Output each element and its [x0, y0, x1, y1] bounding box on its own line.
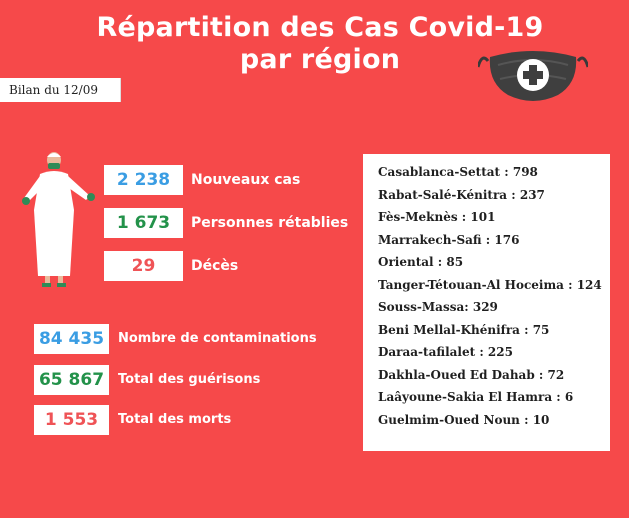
- doctor-illustration-icon: [22, 152, 95, 287]
- total-contaminations-label: Nombre de contaminations: [118, 331, 317, 346]
- list-item: Oriental : 85: [378, 255, 464, 269]
- date-badge: Bilan du 12/09: [0, 78, 121, 102]
- list-item: Souss-Massa: 329: [378, 300, 498, 314]
- new-cases-value: 2 238: [104, 165, 183, 195]
- total-contaminations-value: 84 435: [34, 324, 109, 354]
- list-item: Guelmim-Oued Noun : 10: [378, 412, 550, 427]
- list-item: Daraa-tafilalet : 225: [378, 345, 513, 359]
- list-item: Dakhla-Oued Ed Dahab : 72: [378, 367, 565, 382]
- deaths-value: 29: [104, 251, 183, 281]
- total-deaths-value: 1 553: [34, 405, 109, 435]
- list-item: Beni Mellal-Khénifra : 75: [378, 322, 550, 337]
- new-cases-label: Nouveaux cas: [191, 172, 301, 188]
- list-item: Rabat-Salé-Kénitra : 237: [378, 187, 545, 202]
- face-mask-medical-cross-icon: [478, 51, 588, 101]
- list-item: Casablanca-Settat : 798: [378, 165, 538, 179]
- title-line-2: par région: [239, 44, 401, 75]
- list-item: Tanger-Tétouan-Al Hoceima : 124: [378, 277, 602, 292]
- list-item: Marrakech-Safi : 176: [378, 232, 520, 247]
- total-recoveries-value: 65 867: [34, 365, 109, 395]
- regions-list: Casablanca-Settat : 798 Rabat-Salé-Kénit…: [363, 154, 610, 451]
- total-deaths-label: Total des morts: [118, 412, 232, 427]
- recovered-value: 1 673: [104, 208, 183, 238]
- list-item: Laâyoune-Sakia El Hamra : 6: [378, 390, 574, 404]
- total-recoveries-label: Total des guérisons: [118, 372, 261, 387]
- deaths-label: Décès: [191, 258, 239, 274]
- page-title: Répartition des Cas Covid-19 par région: [0, 12, 629, 76]
- recovered-label: Personnes rétablies: [191, 215, 349, 231]
- title-line-1: Répartition des Cas Covid-19: [96, 12, 544, 43]
- list-item: Fès-Meknès : 101: [378, 210, 496, 224]
